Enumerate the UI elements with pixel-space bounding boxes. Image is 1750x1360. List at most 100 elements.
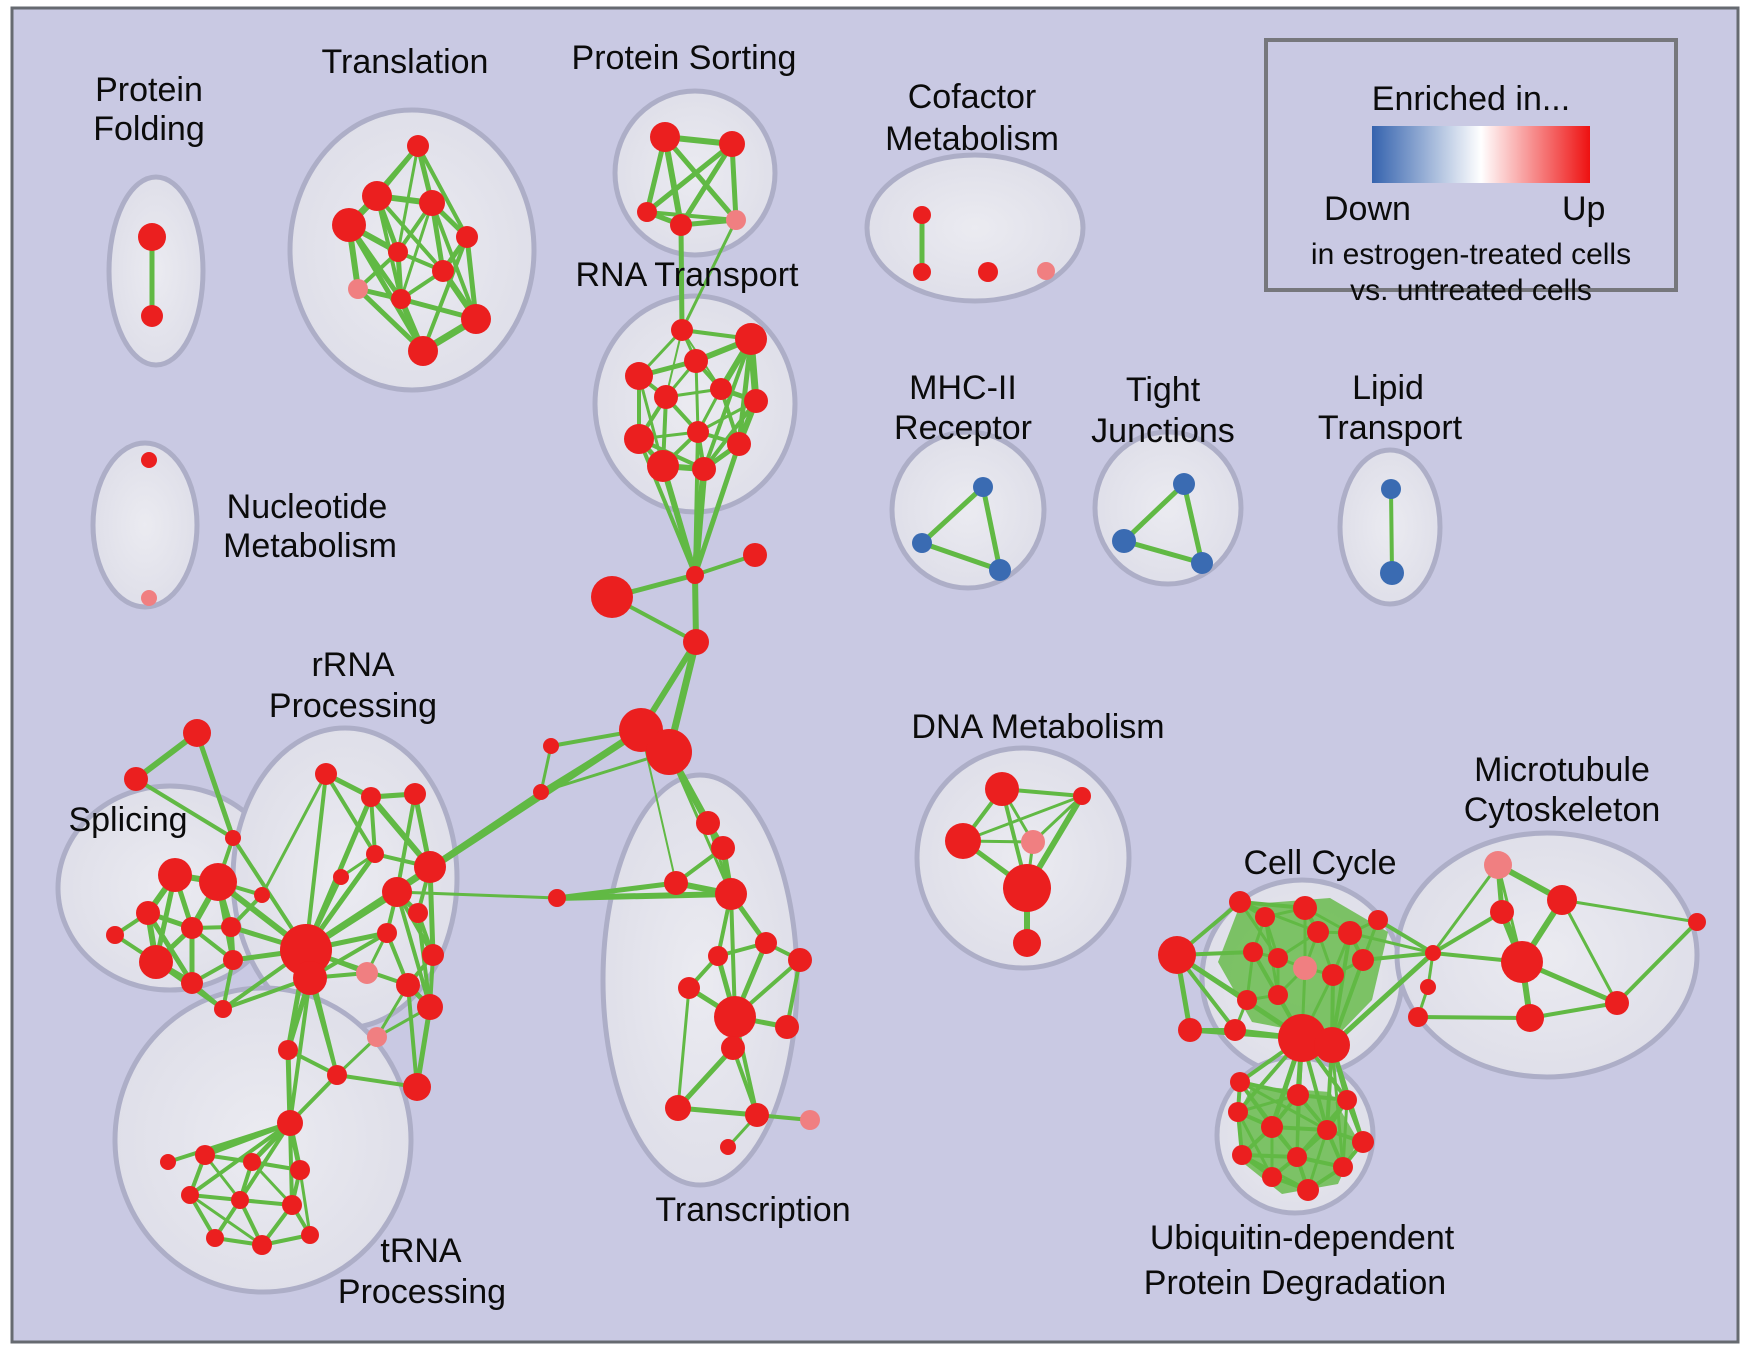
- rrna-processing-node-5: [414, 851, 446, 883]
- network-edge: [1615, 920, 1699, 1005]
- dna-metabolism-node-4: [1003, 864, 1051, 912]
- dna-metabolism-node-0: [985, 772, 1019, 806]
- cell-cycle-label: Cell Cycle: [1243, 844, 1396, 882]
- splicing-node-7: [254, 887, 270, 903]
- rrna-processing-node-12: [396, 973, 420, 997]
- network-edge: [324, 772, 377, 856]
- network-edge: [194, 730, 236, 841]
- network-edge: [919, 484, 986, 546]
- trna-processing-label: Processing: [338, 1273, 506, 1311]
- trna-processing-label: tRNA: [380, 1232, 462, 1270]
- splicing-node-2: [136, 901, 160, 925]
- ubiquitin-degradation-node-11: [1297, 1179, 1319, 1201]
- cofactor-metabolism-node-3: [1037, 262, 1055, 280]
- cell-cycle-node-9: [1293, 956, 1317, 980]
- network-edge: [554, 891, 734, 901]
- rna-transport-node-4: [710, 378, 732, 400]
- rna-transport-node-11: [692, 457, 716, 481]
- trna-processing-node-5: [231, 1191, 249, 1209]
- rna-transport-label: RNA Transport: [576, 256, 800, 294]
- ubiquitin-degradation-node-10: [1262, 1167, 1282, 1187]
- rna-transport-node-6: [744, 389, 768, 413]
- network-edge: [662, 134, 739, 223]
- ubiquitin-degradation-node-2: [1337, 1090, 1357, 1110]
- cofactor-metabolism-node-1: [913, 263, 931, 281]
- network-edge: [145, 910, 195, 986]
- network-edge: [693, 430, 700, 577]
- network-edge: [961, 794, 1084, 843]
- ubiquitin-degradation-node-8: [1287, 1147, 1307, 1167]
- cell-cycle-node-4: [1307, 921, 1329, 943]
- protein-sorting-node-2: [637, 202, 657, 222]
- cell-cycle-node-6: [1368, 910, 1388, 930]
- ubiquitin-degradation-node-6: [1352, 1131, 1374, 1153]
- protein-sorting-node-4: [726, 210, 746, 230]
- rna-transport-node-1: [735, 323, 767, 355]
- transcription-node-19: [788, 948, 812, 972]
- translation-node-5: [388, 242, 408, 262]
- lipid-transport-node-1: [1380, 561, 1404, 585]
- network-edge: [1416, 1015, 1532, 1020]
- mhc-ii-receptor-node-2: [989, 559, 1011, 581]
- rna-transport-node-0: [671, 319, 693, 341]
- translation-node-8: [391, 289, 411, 309]
- network-edge: [288, 1121, 294, 1207]
- mhc-ii-receptor-node-0: [973, 477, 993, 497]
- protein-folding-node-1: [141, 305, 163, 327]
- translation-node-0: [407, 135, 429, 157]
- ubiquitin-degradation-node-5: [1317, 1120, 1337, 1140]
- ubiquitin-degradation-node-3: [1228, 1102, 1248, 1122]
- protein-sorting-node-3: [670, 214, 692, 236]
- microtubule-cytoskeleton-node-0: [1484, 851, 1512, 879]
- ubiquitin-degradation-node-9: [1333, 1157, 1353, 1177]
- network-edge: [288, 976, 312, 1125]
- cell-cycle-node-0: [1158, 936, 1196, 974]
- nucleotide-metabolism-label: Metabolism: [223, 527, 397, 565]
- network-edge: [1121, 481, 1187, 544]
- trna-processing-node-10: [160, 1154, 176, 1170]
- protein-folding-label: Folding: [93, 110, 205, 148]
- ubiquitin-degradation-label: Ubiquitin-dependent: [1150, 1219, 1455, 1257]
- splicing-node-0: [158, 858, 192, 892]
- rrna-processing-node-16: [278, 1040, 298, 1060]
- rrna-processing-node-0: [315, 763, 337, 785]
- transcription-node-10: [711, 836, 735, 860]
- lipid-transport-label: Transport: [1318, 409, 1463, 447]
- transcription-label: Transcription: [655, 1191, 850, 1229]
- transcription-node-6: [543, 738, 559, 754]
- network-edge: [298, 1168, 312, 1237]
- network-edge: [1431, 910, 1504, 955]
- protein-sorting-node-0: [650, 122, 680, 152]
- cell-cycle-node-15: [1224, 1019, 1246, 1041]
- transcription-node-21: [745, 1103, 769, 1127]
- cofactor-metabolism-label: Metabolism: [885, 120, 1059, 158]
- network-edge: [1330, 931, 1352, 1047]
- cell-cycle-node-16: [1278, 1014, 1326, 1062]
- translation-node-3: [332, 208, 366, 242]
- trna-processing-node-8: [252, 1235, 272, 1255]
- transcription-node-5: [646, 729, 692, 775]
- trna-processing-node-3: [290, 1160, 310, 1180]
- rrna-processing-node-3: [366, 845, 384, 863]
- cofactor-metabolism-ellipse: [864, 152, 1086, 304]
- transcription-node-12: [715, 878, 747, 910]
- network-edge: [675, 1045, 736, 1111]
- tight-junctions-label: Junctions: [1091, 412, 1235, 450]
- network-edge: [1238, 900, 1320, 934]
- network-edge: [238, 1121, 292, 1202]
- transcription-node-11: [664, 871, 688, 895]
- translation-node-2: [419, 190, 445, 216]
- rrna-processing-node-11: [422, 944, 444, 966]
- tight-junctions-node-2: [1191, 552, 1213, 574]
- network-edge: [692, 441, 742, 578]
- transcription-node-15: [678, 977, 700, 999]
- splicing-node-1: [199, 863, 237, 901]
- network-edge: [1560, 898, 1699, 924]
- legend-subtitle-1: in estrogen-treated cells: [1310, 238, 1632, 271]
- rrna-processing-node-15: [367, 1027, 387, 1047]
- legend-up-label: Up: [1562, 190, 1606, 228]
- network-edge: [645, 210, 738, 222]
- network-edge: [346, 222, 426, 354]
- rrna-processing-node-19: [183, 719, 211, 747]
- rna-transport-node-7: [687, 421, 709, 443]
